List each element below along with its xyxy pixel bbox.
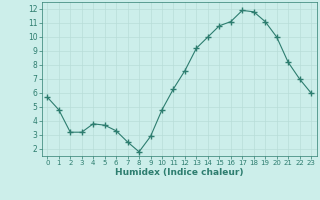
X-axis label: Humidex (Indice chaleur): Humidex (Indice chaleur) — [115, 168, 244, 177]
